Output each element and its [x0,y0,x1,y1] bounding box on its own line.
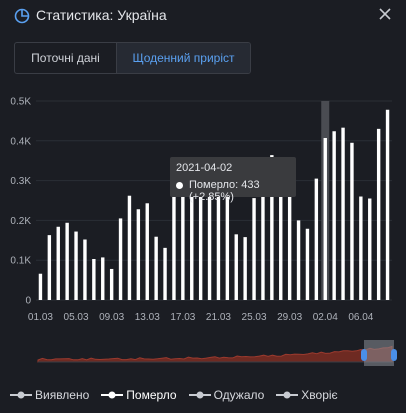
x-tick-label: 01.03 [28,312,53,323]
chart-bar [225,196,230,300]
chart-bar [136,209,141,300]
chart-bar [287,186,292,300]
chart-bar [118,218,123,300]
tooltip-series-marker [176,182,183,189]
legend-item-detected[interactable]: Виявлено [10,388,89,402]
chart-bar [190,174,194,300]
x-tick-label: 17.03 [170,312,195,323]
x-tick-label: 05.03 [64,312,89,323]
y-tick-label: 0.1K [10,256,31,267]
chart-bar [270,155,274,300]
chart-bar [163,247,167,300]
x-tick-label: 25.03 [242,312,267,323]
bar-chart[interactable]: 0 0.1K 0.2K 0.3K 0.4K 0.5K 01.03 05.03 09.03 13.0… [0,88,406,328]
chart-bar [56,226,60,300]
chart-bar [101,257,105,300]
chart-bar [83,239,87,300]
chart-bar [296,220,301,300]
y-tick-label: 0 [25,296,31,307]
chart-bar [305,228,310,300]
range-navigator[interactable] [0,338,406,370]
y-tick-label: 0.3K [10,176,31,187]
chart-tooltip: 2021-04-02 Померло: 433 (+2.85%) [170,157,296,203]
chart-bar [323,138,327,300]
x-tick-label: 06.04 [348,312,373,323]
legend: Виявлено Померло Одужало Хворіє [10,388,338,402]
legend-line-icon [276,391,299,399]
tab-current-data[interactable]: Поточні дані [15,43,117,73]
chart-bar [252,198,256,300]
x-tick-label: 09.03 [99,312,124,323]
pie-chart-icon [14,8,30,24]
legend-item-recovered[interactable]: Одужало [188,388,265,402]
navigator-area [37,345,393,363]
x-tick-label: 29.03 [277,312,302,323]
legend-label: Померло [126,388,177,402]
close-icon[interactable] [378,7,392,21]
chart-bar [359,196,363,300]
chart-bar [154,236,158,300]
chart-bar [279,163,283,300]
chart-bar [261,163,265,300]
legend-line-icon [188,391,211,399]
chart-bar [127,195,132,300]
chart-bar [376,128,381,300]
navigator-left-handle[interactable] [361,349,367,361]
tooltip-value: Померло: 433 (+2.85%) [189,179,260,203]
header: Статистика: Україна [0,0,406,32]
chart-bar [216,189,221,300]
tab-daily-growth[interactable]: Щоденний приріст [117,43,250,73]
x-tick-label: 02.04 [313,312,338,323]
chart-bar [145,203,149,300]
y-tick-label: 0.5K [10,97,31,108]
y-tick-label: 0.4K [10,136,31,147]
chart-bar [341,127,345,300]
legend-label: Хворіє [301,388,338,402]
dialog-title: Статистика: Україна [36,7,167,23]
tooltip-date: 2021-04-02 [176,162,233,174]
y-tick-label: 0.2K [10,216,31,227]
legend-line-icon [101,391,124,399]
chart-bar [109,268,114,300]
chart-bar [234,234,238,300]
legend-item-deaths[interactable]: Померло [101,388,177,402]
chart-bar [181,164,185,300]
navigator-selection-window [364,340,394,366]
chart-bar [332,131,336,300]
x-tick-label: 13.03 [135,312,160,323]
chart-bar [172,184,176,300]
legend-line-icon [10,391,32,399]
chart-bar [65,222,69,300]
legend-label: Одужало [213,388,265,402]
chart-bar [47,235,52,300]
legend-label: Виявлено [35,388,90,402]
chart-bar [368,198,372,300]
chart-bar [385,109,390,300]
x-tick-label: 21.03 [206,312,231,323]
chart-bar [38,273,43,300]
chart-bar [314,178,319,300]
chart-bar [198,187,203,300]
navigator-right-handle[interactable] [391,349,397,361]
chart-bar [92,259,96,300]
chart-bar [74,231,78,300]
chart-bar [207,170,212,300]
view-tabs: Поточні дані Щоденний приріст [14,42,251,74]
legend-item-active[interactable]: Хворіє [276,388,338,402]
chart-bar [243,237,247,300]
chart-bar [350,142,354,300]
